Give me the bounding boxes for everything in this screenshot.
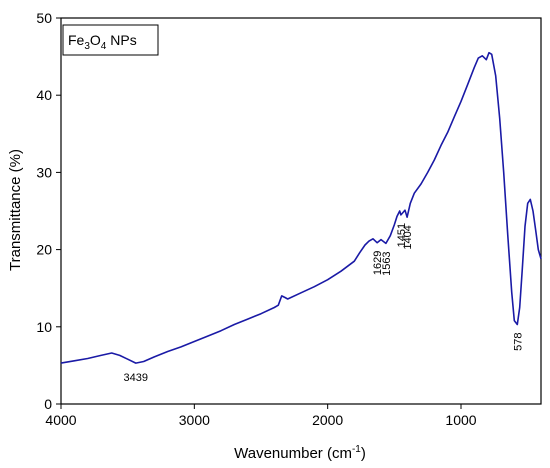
peak-label: 3439 <box>124 372 148 384</box>
y-tick-label: 30 <box>36 164 52 180</box>
x-tick-label: 3000 <box>179 412 210 428</box>
plot-area: 4000 3000 2000 1000 0 10 20 30 40 50 <box>36 10 542 428</box>
y-tick-label: 0 <box>44 396 52 412</box>
y-tick-label: 20 <box>36 242 52 258</box>
y-tick-label: 40 <box>36 87 52 103</box>
peak-label: 578 <box>512 332 524 350</box>
legend-box: Fe3O4 NPs <box>62 24 159 56</box>
transmittance-line <box>60 51 542 364</box>
x-tick-label: 4000 <box>45 412 76 428</box>
legend-label: Fe3O4 NPs <box>68 32 137 52</box>
x-tick-label: 1000 <box>445 412 476 428</box>
y-axis-title: Transmittance (%) <box>7 149 24 271</box>
x-tick-label: 2000 <box>312 412 343 428</box>
y-tick-label: 50 <box>36 10 52 26</box>
plot-frame <box>60 17 542 405</box>
peak-label: 1563 <box>381 251 393 275</box>
peak-label: 1404 <box>402 225 414 249</box>
peak-label: 1451 <box>396 223 408 247</box>
y-tick-label: 10 <box>36 319 52 335</box>
peak-label: 1629 <box>372 251 384 275</box>
x-axis-title: Wavenumber (cm-1) <box>234 444 366 462</box>
